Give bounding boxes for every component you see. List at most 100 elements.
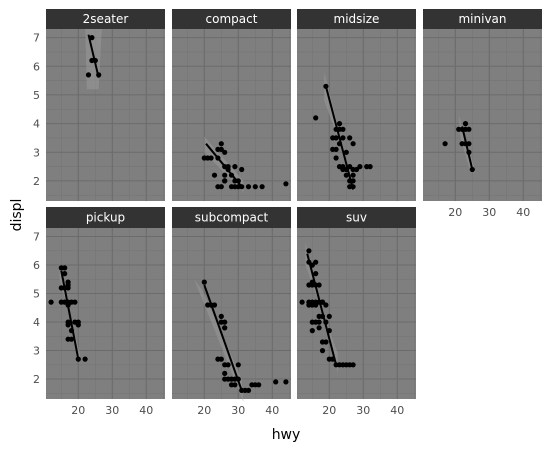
- y-tick-label: 7: [33, 231, 40, 244]
- data-point: [222, 178, 228, 184]
- data-point: [72, 299, 78, 305]
- confidence-band: [194, 279, 244, 402]
- panel-background: [297, 29, 416, 201]
- panel-background: [46, 29, 165, 201]
- y-tick-label: 2: [33, 175, 40, 188]
- data-point: [340, 126, 346, 132]
- data-point: [333, 135, 339, 141]
- x-tick-label: 30: [356, 404, 370, 417]
- data-point: [65, 282, 71, 288]
- facet-strip-label: subcompact: [195, 211, 269, 225]
- fit-line: [87, 34, 100, 78]
- data-point: [319, 348, 326, 354]
- data-point: [211, 302, 218, 308]
- data-point: [232, 164, 238, 170]
- facet-strip-label: pickup: [86, 211, 125, 225]
- y-tick-label: 2: [33, 373, 40, 386]
- data-point: [256, 382, 262, 388]
- data-point: [313, 115, 319, 121]
- data-point: [62, 271, 68, 277]
- y-tick-label: 6: [33, 259, 40, 272]
- data-point: [347, 135, 353, 141]
- data-point: [85, 72, 92, 78]
- facet-strip: [423, 9, 542, 29]
- data-point: [222, 376, 228, 382]
- facet-strip: [46, 207, 165, 228]
- fit-line: [324, 86, 355, 190]
- data-point: [462, 121, 469, 127]
- data-point: [239, 166, 245, 173]
- y-tick-label: 5: [33, 288, 40, 301]
- data-point: [313, 271, 319, 277]
- x-tick-label: 40: [265, 404, 279, 417]
- fit-line: [203, 284, 243, 391]
- x-tick-label: 30: [231, 404, 245, 417]
- data-point: [259, 184, 265, 190]
- facet-minivan: minivan: [423, 9, 542, 201]
- data-point: [222, 172, 228, 178]
- data-point: [299, 299, 305, 305]
- data-point: [65, 322, 71, 328]
- data-point: [326, 313, 332, 319]
- x-tick-label: 20: [448, 206, 462, 219]
- data-point: [245, 387, 252, 393]
- data-point: [222, 370, 228, 376]
- fit-line: [60, 270, 80, 360]
- data-point: [323, 302, 329, 308]
- data-point: [306, 248, 312, 254]
- y-tick-label: 6: [33, 60, 40, 73]
- data-point: [218, 356, 224, 362]
- data-point: [323, 339, 329, 345]
- data-point: [228, 184, 235, 190]
- x-axis-title: hwy: [272, 427, 301, 443]
- y-axis-title: displ: [9, 199, 25, 232]
- x-axis-tick-labels: 20 30 40 20 30 40 20 30 40 20 30 40: [71, 206, 530, 417]
- data-point: [357, 164, 363, 170]
- panel-background: [423, 29, 542, 201]
- data-point: [89, 35, 95, 41]
- facet-strip: [172, 207, 291, 228]
- y-axis-tick-labels: 2 3 4 5 6 7 2 3 4 5 6 7: [33, 32, 40, 386]
- facet-strip: [172, 9, 291, 29]
- panel-background: [46, 228, 165, 399]
- data-point: [218, 141, 224, 147]
- facet-strip: [297, 9, 416, 29]
- data-point: [313, 259, 319, 265]
- data-point: [336, 121, 343, 127]
- facet-strip: [46, 9, 165, 29]
- data-point: [235, 362, 241, 368]
- confidence-band: [458, 115, 476, 173]
- facet-strip-label: 2seater: [83, 12, 129, 26]
- x-tick-label: 40: [516, 206, 530, 219]
- data-point: [218, 313, 224, 319]
- data-point: [367, 164, 373, 170]
- x-tick-label: 30: [105, 404, 119, 417]
- data-point: [222, 149, 228, 155]
- facet-strip-label: suv: [346, 211, 367, 225]
- data-point: [343, 149, 349, 155]
- data-point: [225, 362, 231, 368]
- data-point: [462, 126, 469, 132]
- facet-pickup: pickup: [46, 207, 165, 399]
- data-point: [222, 319, 228, 325]
- data-point: [319, 299, 326, 305]
- data-point: [340, 135, 346, 141]
- facet-panels: 2seater compact midsize minivan pickup subcom…: [46, 9, 542, 402]
- data-point: [333, 146, 339, 152]
- data-point: [62, 265, 68, 271]
- fit-line: [306, 253, 338, 366]
- facet-strip-label: compact: [206, 12, 258, 26]
- confidence-band: [324, 72, 355, 193]
- x-tick-label: 40: [139, 404, 153, 417]
- x-tick-label: 40: [390, 404, 404, 417]
- facet-compact: compact: [172, 9, 291, 201]
- data-point: [218, 146, 224, 152]
- data-point: [316, 325, 322, 331]
- data-point: [222, 325, 228, 331]
- data-point: [316, 282, 322, 288]
- data-point: [333, 155, 339, 161]
- x-tick-label: 20: [197, 404, 211, 417]
- y-tick-label: 4: [33, 316, 40, 329]
- data-point: [201, 279, 207, 285]
- fit-line: [205, 143, 243, 188]
